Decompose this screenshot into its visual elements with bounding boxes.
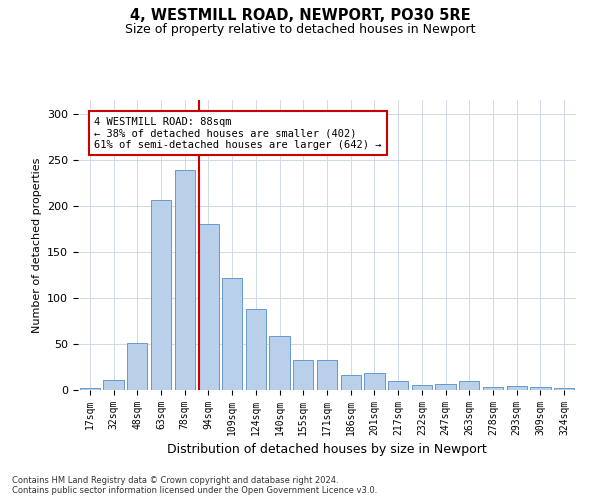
Bar bbox=[222, 278, 242, 390]
Bar bbox=[388, 381, 408, 390]
X-axis label: Distribution of detached houses by size in Newport: Distribution of detached houses by size … bbox=[167, 444, 487, 456]
Y-axis label: Number of detached properties: Number of detached properties bbox=[32, 158, 41, 332]
Bar bbox=[199, 224, 218, 390]
Bar bbox=[506, 386, 527, 390]
Bar bbox=[269, 336, 290, 390]
Text: 4 WESTMILL ROAD: 88sqm
← 38% of detached houses are smaller (402)
61% of semi-de: 4 WESTMILL ROAD: 88sqm ← 38% of detached… bbox=[94, 116, 382, 150]
Text: 4, WESTMILL ROAD, NEWPORT, PO30 5RE: 4, WESTMILL ROAD, NEWPORT, PO30 5RE bbox=[130, 8, 470, 22]
Bar bbox=[293, 360, 313, 390]
Bar bbox=[127, 343, 148, 390]
Bar bbox=[246, 309, 266, 390]
Bar bbox=[436, 384, 455, 390]
Bar bbox=[554, 388, 574, 390]
Bar bbox=[364, 372, 385, 390]
Bar bbox=[151, 200, 171, 390]
Bar bbox=[317, 360, 337, 390]
Bar bbox=[530, 387, 551, 390]
Bar bbox=[80, 388, 100, 390]
Text: Contains HM Land Registry data © Crown copyright and database right 2024.
Contai: Contains HM Land Registry data © Crown c… bbox=[12, 476, 377, 495]
Bar bbox=[175, 170, 195, 390]
Bar bbox=[412, 386, 432, 390]
Bar bbox=[103, 380, 124, 390]
Bar bbox=[341, 376, 361, 390]
Bar bbox=[459, 381, 479, 390]
Bar bbox=[483, 387, 503, 390]
Text: Size of property relative to detached houses in Newport: Size of property relative to detached ho… bbox=[125, 22, 475, 36]
